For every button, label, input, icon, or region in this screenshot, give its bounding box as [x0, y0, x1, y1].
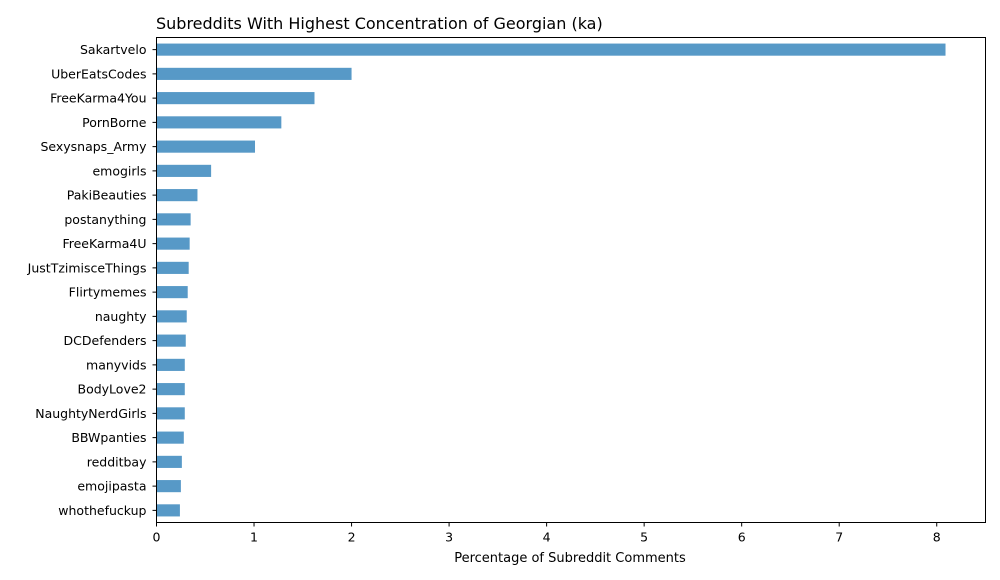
- bar-emojipasta: [156, 480, 181, 493]
- bar-DCDefenders: [156, 334, 186, 347]
- plot-frame: [156, 37, 986, 523]
- bar-Sakartvelo: [156, 43, 946, 56]
- bar-Sexysnaps_Army: [156, 140, 256, 153]
- bar-Flirtymemes: [156, 286, 188, 299]
- x-tick-label: 6: [738, 530, 746, 545]
- x-tick-label: 2: [348, 530, 356, 545]
- y-tick-label: emogirls: [92, 163, 146, 178]
- y-tick-label: Sexysnaps_Army: [40, 139, 147, 154]
- y-tick-label: UberEatsCodes: [51, 66, 146, 81]
- y-tick-label: BodyLove2: [78, 382, 147, 397]
- x-tick-label: 8: [933, 530, 941, 545]
- y-tick-label: emojipasta: [77, 479, 146, 494]
- x-axis-label: Percentage of Subreddit Comments: [454, 551, 686, 566]
- bar-PakiBeauties: [156, 189, 198, 202]
- x-tick-label: 0: [153, 530, 161, 545]
- y-tick-label: Flirtymemes: [69, 285, 147, 300]
- y-tick-label: postanything: [64, 212, 146, 227]
- bar-NaughtyNerdGirls: [156, 407, 185, 420]
- y-tick-label: FreeKarma4U: [62, 236, 146, 251]
- bar-UberEatsCodes: [156, 67, 352, 80]
- bar-redditbay: [156, 455, 182, 468]
- y-tick-label: whothefuckup: [58, 503, 146, 518]
- bar-whothefuckup: [156, 504, 180, 517]
- bar-BodyLove2: [156, 383, 185, 396]
- y-tick-label: DCDefenders: [64, 333, 147, 348]
- y-tick-label: NaughtyNerdGirls: [35, 406, 146, 421]
- bar-PornBorne: [156, 116, 282, 129]
- bar-emogirls: [156, 164, 212, 177]
- y-tick-label: naughty: [95, 309, 147, 324]
- y-tick-label: redditbay: [87, 454, 147, 469]
- y-tick-label: FreeKarma4You: [50, 91, 146, 106]
- bar-naughty: [156, 310, 187, 323]
- x-tick-label: 3: [445, 530, 453, 545]
- y-tick-label: JustTzimisceThings: [27, 260, 147, 275]
- bar-FreeKarma4You: [156, 92, 315, 105]
- bar-manyvids: [156, 358, 185, 371]
- chart-title: Subreddits With Highest Concentration of…: [156, 14, 603, 33]
- bar-FreeKarma4U: [156, 237, 190, 250]
- x-tick-label: 5: [640, 530, 648, 545]
- x-axis-ticks: 0 1 2 3 4 5 6 7 8: [153, 522, 941, 545]
- x-tick-label: 1: [250, 530, 258, 545]
- x-tick-label: 7: [835, 530, 843, 545]
- bar-postanything: [156, 213, 191, 226]
- bar-JustTzimisceThings: [156, 261, 189, 274]
- bar-BBWpanties: [156, 431, 184, 444]
- x-tick-label: 4: [543, 530, 551, 545]
- y-tick-label: PakiBeauties: [67, 188, 147, 203]
- y-tick-label: manyvids: [86, 357, 146, 372]
- y-tick-label: PornBorne: [82, 115, 147, 130]
- bars-group: [156, 43, 946, 517]
- y-tick-label: Sakartvelo: [80, 42, 147, 57]
- y-axis-ticks: Sakartvelo UberEatsCodes FreeKarma4You Porn…: [27, 42, 157, 518]
- y-tick-label: BBWpanties: [71, 430, 146, 445]
